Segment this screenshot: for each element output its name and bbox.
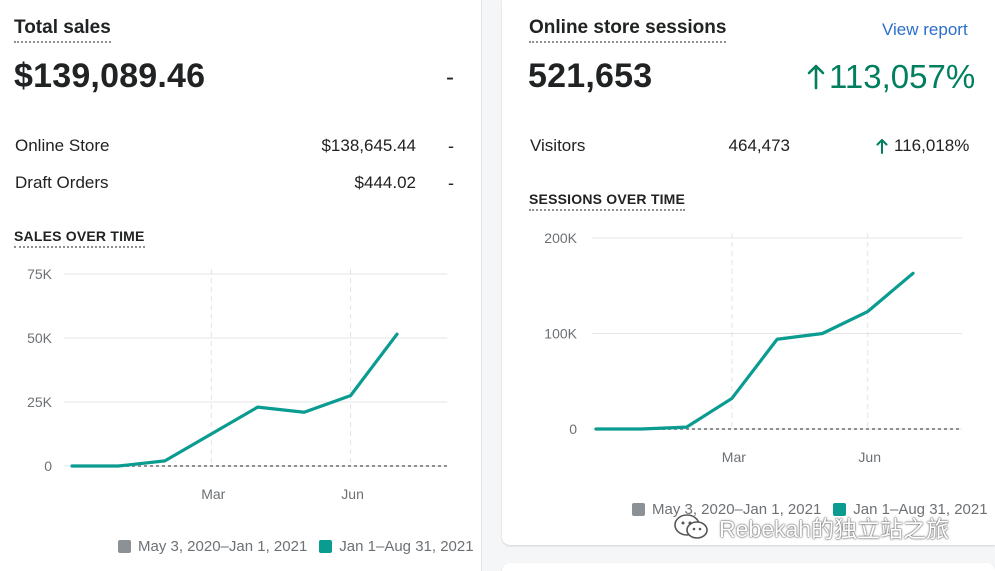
sessions-change-value: 113,057% [829, 58, 976, 95]
total-sales-card: Total sales $139,089.46 - Online Store $… [0, 0, 482, 571]
sessions-value: 521,653 [528, 57, 653, 95]
series-line-current [594, 271, 915, 431]
legend-current[interactable]: Jan 1–Aug 31, 2021 [319, 538, 474, 555]
legend-current-swatch [833, 503, 847, 516]
y-tick-label: 100K [544, 326, 577, 342]
draft-orders-value: $444.02 [354, 173, 416, 192]
series-line-current [70, 332, 399, 468]
y-tick-label: 0 [44, 458, 52, 474]
online-store-value: $138,645.44 [321, 136, 416, 155]
y-tick-label: 0 [569, 421, 577, 437]
legend-current-label: Jan 1–Aug 31, 2021 [339, 538, 474, 555]
y-tick-label: 200K [544, 230, 577, 246]
legend-previous-swatch [118, 540, 131, 553]
y-tick-label: 75K [27, 266, 53, 282]
visitors-label: Visitors [530, 136, 586, 155]
legend-current-swatch [319, 540, 333, 553]
sales-chart: 0 25K 50K 75K Mar Jun [27, 266, 447, 502]
visitors-value: 464,473 [728, 136, 790, 155]
legend-previous[interactable]: May 3, 2020–Jan 1, 2021 [632, 501, 821, 518]
draft-orders-label: Draft Orders [15, 173, 109, 192]
y-tick-label: 50K [27, 330, 53, 346]
total-sales-value: $139,089.46 [14, 57, 206, 95]
sales-legend: May 3, 2020–Jan 1, 2021 Jan 1–Aug 31, 20… [118, 538, 486, 555]
arrow-up-small-icon [876, 138, 888, 154]
watermark: Rebekah的独立站之旅 [673, 510, 949, 544]
next-card-edge [502, 563, 995, 571]
legend-previous-swatch [632, 503, 645, 516]
draft-orders-change: - [448, 173, 454, 193]
total-sales-change: - [446, 64, 454, 91]
y-tick-label: 25K [27, 394, 53, 410]
watermark-text: Rebekah的独立站之旅 [719, 516, 950, 542]
visitors-change-value: 116,018% [894, 136, 970, 155]
sessions-change: 113,057% [807, 58, 975, 96]
online-store-change: - [448, 136, 454, 156]
legend-previous-label: May 3, 2020–Jan 1, 2021 [138, 538, 308, 555]
sessions-chart: 0 100K 200K Mar Jun [544, 230, 962, 465]
view-report-link[interactable]: View report [882, 20, 968, 39]
legend-current[interactable]: Jan 1–Aug 31, 2021 [833, 501, 988, 518]
x-tick-label: Jun [341, 486, 364, 502]
legend-previous-label: May 3, 2020–Jan 1, 2021 [652, 501, 822, 518]
sessions-card: Online store sessions View report 521,65… [502, 0, 995, 545]
legend-current-label: Jan 1–Aug 31, 2021 [853, 501, 988, 518]
arrow-up-icon [807, 64, 825, 90]
online-store-label: Online Store [15, 136, 110, 155]
visitors-change: 116,018% [876, 136, 969, 156]
x-tick-label: Mar [201, 486, 225, 502]
sessions-over-time-title[interactable]: SESSIONS OVER TIME [529, 191, 686, 211]
total-sales-title[interactable]: Total sales [14, 17, 111, 43]
x-tick-label: Jun [858, 449, 881, 465]
sessions-title[interactable]: Online store sessions [529, 17, 727, 43]
legend-previous[interactable]: May 3, 2020–Jan 1, 2021 [118, 538, 307, 555]
wechat-icon [674, 514, 708, 539]
sales-over-time-title[interactable]: SALES OVER TIME [14, 228, 145, 248]
x-tick-label: Mar [722, 449, 746, 465]
sessions-legend: May 3, 2020–Jan 1, 2021 Jan 1–Aug 31, 20… [632, 501, 995, 518]
